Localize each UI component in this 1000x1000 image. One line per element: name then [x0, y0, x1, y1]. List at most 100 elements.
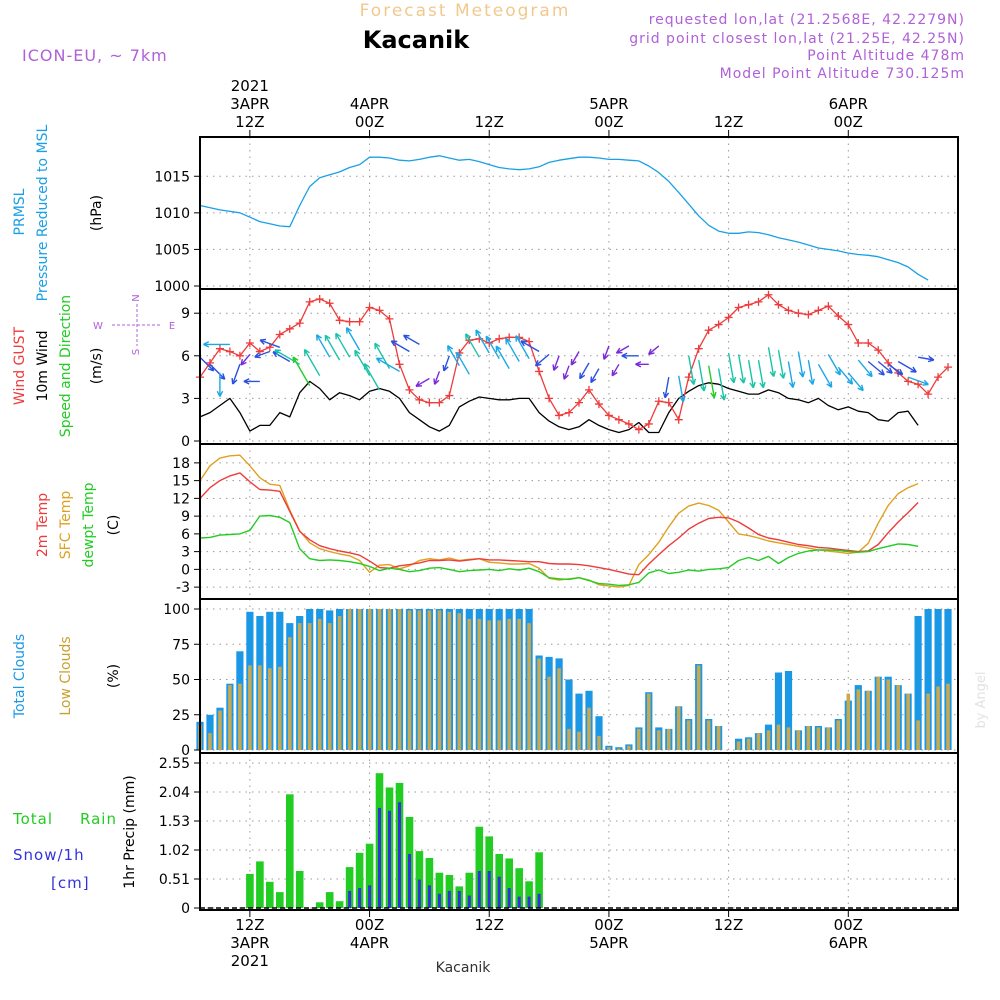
rain-label: Rain	[80, 810, 117, 828]
wind-arrow	[390, 340, 410, 353]
low-cloud-bar	[936, 686, 940, 750]
temperature-ytick-label: 6	[181, 527, 190, 543]
wind-gust-marker	[734, 303, 743, 312]
wind-gust-marker	[445, 391, 454, 400]
low-cloud-bar	[806, 726, 811, 750]
low-cloud-bar	[876, 676, 880, 750]
wind-arrow	[203, 341, 230, 348]
wind-gust-marker	[285, 324, 294, 333]
wind-arrow	[698, 359, 707, 392]
low-cloud-bar	[846, 693, 851, 750]
total-cloud-label: Total Clouds	[12, 634, 28, 719]
low-cloud-bar	[258, 665, 262, 750]
wind-arrow	[647, 345, 660, 356]
top-date-label: 5APR	[589, 95, 628, 113]
low-cloud-bar	[896, 685, 900, 750]
rain-bar	[345, 867, 354, 908]
low-cloud-bar	[527, 623, 531, 750]
low-cloud-bar	[357, 609, 362, 750]
low-cloud-bar	[327, 623, 332, 750]
wind-arrow	[727, 352, 737, 384]
bottom-hour-label: 00Z	[355, 916, 384, 934]
low-cloud-bar	[228, 685, 232, 750]
low-cloud-bar	[467, 618, 472, 750]
top-year-label: 2021	[231, 77, 269, 95]
wind-gust-marker	[594, 400, 603, 409]
wind-arrow	[817, 363, 833, 388]
top-date-label: 6APR	[829, 95, 868, 113]
low-cloud-bar	[268, 668, 272, 750]
snow-bar	[447, 890, 451, 908]
rain-bar	[325, 892, 334, 908]
pressure-ytick-label: 1000	[154, 279, 190, 295]
rain-bar	[415, 851, 424, 908]
wind-gust-marker	[714, 320, 723, 329]
wind-arrow	[442, 355, 450, 372]
clouds-ytick-label: 25	[172, 708, 190, 724]
prmsl-label: PRMSL	[12, 188, 28, 235]
wind-arrow	[887, 363, 904, 376]
wind-gust-marker	[225, 347, 234, 356]
snow-bar	[537, 893, 541, 908]
low-cloud-bar	[427, 610, 432, 750]
temperature-ytick-label: -3	[176, 580, 190, 596]
bottom-hour-label: 12Z	[475, 916, 504, 934]
total-cloud-bar	[206, 714, 214, 751]
model-label: ICON-EU, ~ 7km	[22, 46, 168, 65]
snow-bar	[388, 810, 391, 908]
wind-arrow	[243, 378, 260, 385]
wind-gust-marker	[275, 330, 284, 339]
rain-bar	[515, 868, 523, 908]
temperature-ytick-label: 12	[172, 491, 190, 507]
precip-unit-label: 1hr Precip (mm)	[122, 775, 138, 888]
temp-unit-label: (C)	[106, 515, 122, 536]
wind-gust-marker	[904, 377, 913, 386]
temperature-frame	[199, 443, 959, 600]
wind-gust-line	[199, 294, 949, 431]
low-cloud-bar	[816, 727, 821, 750]
precip-ytick-label: 2.55	[159, 756, 190, 772]
bottom-date-label: 6APR	[829, 934, 868, 952]
snow-bar	[507, 888, 511, 908]
wind-gust-marker	[644, 419, 653, 428]
low-cloud-bar	[288, 637, 292, 750]
total-cloud-bar	[774, 672, 783, 750]
low-cloud-bar	[577, 731, 581, 750]
snow-bar	[368, 885, 372, 908]
data-layer	[196, 155, 958, 909]
wind-arrow	[857, 359, 873, 378]
snow-bar	[467, 895, 471, 908]
low-cloud-bar	[627, 745, 631, 750]
wind-gust-marker	[575, 398, 583, 407]
clouds-ytick-label: 75	[172, 637, 190, 653]
low-cloud-bar	[607, 747, 611, 750]
wind-gust-marker	[215, 344, 224, 353]
low-cloud-bar	[716, 726, 721, 750]
snow-unit-label: [cm]	[51, 874, 90, 892]
wind-arrow	[767, 347, 776, 378]
low-cloud-bar	[906, 693, 910, 750]
low-cloud-bar	[736, 741, 741, 750]
wind-gust-marker	[874, 346, 883, 355]
wind-gust-marker	[535, 367, 544, 376]
wind-gust-marker	[624, 419, 633, 428]
low-cloud-bar	[866, 690, 870, 750]
cloud-labels: Total Clouds Low Clouds (%)	[12, 634, 122, 719]
cloud-unit-label: (%)	[106, 664, 122, 688]
wind-arrow	[867, 360, 885, 376]
wind-arrow	[678, 375, 686, 403]
wind-speed-line	[199, 380, 919, 434]
location-title: Kacanik	[363, 26, 471, 54]
snow-bar	[497, 876, 501, 908]
top-hour-label: 12Z	[235, 113, 264, 131]
wind-arrow	[717, 368, 727, 401]
low-cloud-bar	[667, 728, 671, 750]
low-cloud-bar	[676, 706, 681, 750]
low-cloud-bar	[447, 611, 452, 750]
rain-bar	[256, 861, 264, 908]
wind-arrow	[662, 376, 670, 399]
bottom-date-label: 4APR	[350, 934, 389, 952]
wind-gust-marker	[425, 398, 434, 407]
low-cloud-bar	[387, 609, 392, 750]
wind-arrow	[917, 355, 935, 363]
